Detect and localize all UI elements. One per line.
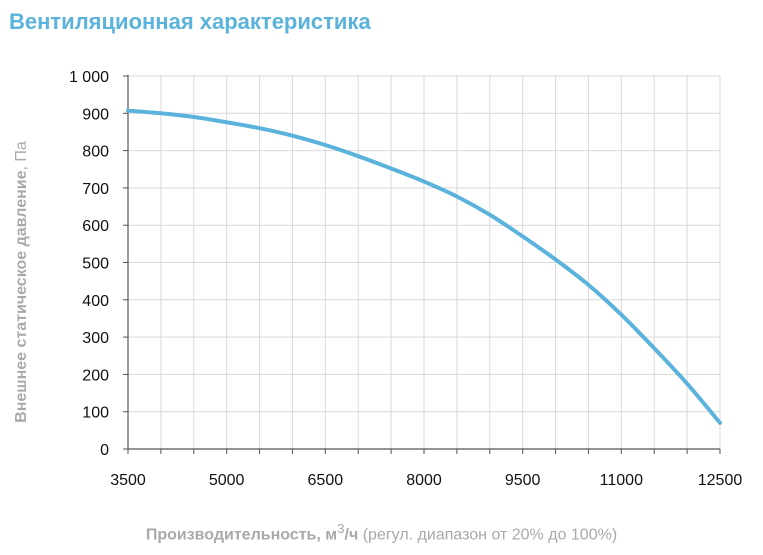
y-tick-label: 500 xyxy=(82,256,109,273)
data-point xyxy=(325,145,326,146)
y-tick-label: 100 xyxy=(82,405,109,422)
data-point xyxy=(489,214,490,215)
data-point xyxy=(555,259,556,260)
series-group xyxy=(126,108,722,425)
data-point xyxy=(226,122,227,123)
data-point xyxy=(259,128,260,129)
y-axis-label: Внешнее статическое давление, Па xyxy=(13,141,31,423)
y-tick-label: 400 xyxy=(82,293,109,310)
data-point xyxy=(193,117,194,118)
x-axis-label: Производительность, м3/ч (регул. диапазо… xyxy=(0,521,763,544)
x-tick-label: 5000 xyxy=(209,472,245,489)
series-line xyxy=(126,108,722,425)
x-axis-label-unit-sup: 3 xyxy=(337,521,345,536)
y-axis-label-main: Внешнее статическое давление xyxy=(13,170,30,423)
x-tick-label: 8000 xyxy=(406,472,442,489)
data-point xyxy=(720,422,721,423)
y-tick-label: 800 xyxy=(82,144,109,161)
y-tick-label: 900 xyxy=(82,106,109,123)
grid xyxy=(128,75,721,449)
y-tick-label: 1 000 xyxy=(69,69,109,86)
y-tick-label: 600 xyxy=(82,218,109,235)
x-tick-label: 11000 xyxy=(600,472,643,489)
data-point xyxy=(160,113,161,114)
x-axis-label-main: Производительность xyxy=(145,526,317,544)
x-tick-label: 3500 xyxy=(110,472,146,489)
data-point xyxy=(522,236,523,237)
y-tick-label: 300 xyxy=(82,330,109,347)
data-point xyxy=(292,135,293,136)
y-tick-label: 200 xyxy=(82,367,109,384)
data-point xyxy=(621,314,622,315)
x-tick-label: 6500 xyxy=(308,472,344,489)
x-axis-label-note: (регул. диапазон от 20% до 100%) xyxy=(358,526,618,544)
x-axis-label-unit-suffix: /ч xyxy=(344,526,359,544)
data-point xyxy=(456,196,457,197)
y-tick-label: 0 xyxy=(100,442,109,459)
data-point xyxy=(588,284,589,285)
data-point xyxy=(391,168,392,169)
data-point xyxy=(687,383,688,384)
axes xyxy=(123,75,721,454)
data-point xyxy=(128,110,129,111)
x-tick-label: 12500 xyxy=(698,472,743,489)
data-point xyxy=(654,348,655,349)
data-point xyxy=(424,181,425,182)
data-point xyxy=(358,156,359,157)
x-axis-label-unit: , м xyxy=(316,526,338,544)
x-tick-label: 9500 xyxy=(505,472,541,489)
y-tick-label: 700 xyxy=(82,181,109,198)
chart-title: Вентиляционная характеристика xyxy=(9,9,371,34)
y-axis-label-unit: , Па xyxy=(13,141,30,171)
tick-labels: 0 100 200 300 400 500 600 700 800 900 1 000 3500 500… xyxy=(69,69,742,489)
